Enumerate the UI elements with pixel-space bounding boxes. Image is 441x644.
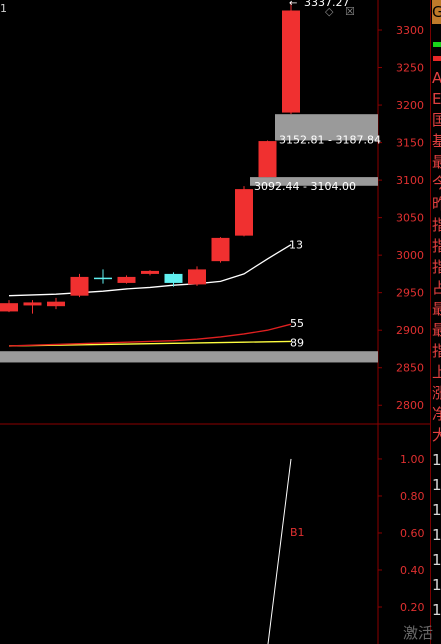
indicator-tick-label: 0.60 [400, 527, 425, 540]
side-panel-text: 国 [432, 112, 441, 129]
price-tick-label: 3100 [396, 174, 424, 187]
price-tick-label: 2900 [396, 324, 424, 337]
side-badge: G [432, 0, 441, 24]
watermark: 激活 [403, 624, 434, 642]
candle-body [0, 303, 18, 312]
side-panel-number: 1 [432, 552, 441, 569]
gap-zone [250, 177, 378, 186]
close-icon[interactable]: ☒ [345, 5, 355, 18]
candle-body [164, 273, 183, 283]
price-tick-label: 2950 [396, 287, 424, 300]
side-panel-number: 1 [432, 477, 441, 494]
ma55-label: 55 [290, 317, 304, 330]
candle-body [235, 189, 253, 236]
candle-body [282, 10, 300, 113]
indicator-tick-label: 0.20 [400, 601, 425, 614]
side-panel-text: 指 [432, 217, 441, 234]
side-panel-text: 上 [432, 364, 441, 381]
price-tick-label: 3300 [396, 24, 424, 37]
price-tick-label: 3000 [396, 249, 424, 262]
indicator-line [267, 458, 292, 644]
high-arrow: ← [289, 0, 297, 9]
price-tick-label: 3050 [396, 212, 424, 225]
candle-body [23, 302, 42, 306]
side-panel-text: 基 [432, 133, 441, 150]
candle-body [117, 276, 136, 283]
side-panel [430, 0, 441, 644]
side-panel-text: 涨 [432, 385, 441, 402]
candle-body [211, 237, 230, 262]
side-panel-text: 指 [432, 259, 441, 276]
side-panel-number: 1 [432, 502, 441, 519]
side-green-bar [433, 42, 441, 47]
side-panel-text: 最 [432, 322, 441, 339]
ma13-label: 13 [289, 239, 303, 252]
side-panel-text: 最 [432, 154, 441, 171]
side-red-bar [433, 56, 441, 61]
zone-lower-label: 3092.44 - 3104.00 [254, 180, 356, 193]
candle-body [70, 276, 89, 296]
window-corner-label: 1 [0, 2, 7, 15]
ma89-label: 89 [290, 336, 304, 349]
side-panel-text: E [432, 91, 441, 108]
b1-label: B1 [290, 526, 305, 539]
candle-body [141, 270, 159, 274]
side-panel-number: 1 [432, 452, 441, 469]
candle-body [258, 141, 277, 178]
gap-zone [0, 351, 378, 363]
ma89-line [8, 340, 292, 347]
gap-zone [275, 114, 378, 141]
side-panel-number: 1 [432, 577, 441, 594]
ma13-line [8, 244, 292, 297]
candle-body [47, 301, 65, 307]
side-panel-number: 1 [432, 602, 441, 619]
indicator-tick-label: 0.80 [400, 490, 425, 503]
side-panel-text: 指 [432, 343, 441, 360]
minimize-icon[interactable]: ◇ [325, 5, 334, 18]
price-tick-label: 2850 [396, 362, 424, 375]
side-panel-text: A [432, 70, 441, 87]
zone-upper-label: 3152.81 - 3187.84 [279, 133, 381, 146]
side-panel-text: 大 [432, 427, 441, 444]
side-panel-text: 净 [432, 406, 441, 423]
ma55-line [8, 323, 292, 347]
candle-body [94, 277, 112, 280]
side-panel-text: 指 [432, 238, 441, 255]
price-tick-label: 3250 [396, 62, 424, 75]
candle-body [188, 269, 206, 285]
high-price-label: 3337.27 [304, 0, 350, 9]
side-panel-text: 今 [432, 175, 441, 192]
side-panel-text: 昨 [432, 196, 441, 213]
price-tick-label: 3150 [396, 137, 424, 150]
side-panel-text: 最 [432, 301, 441, 318]
side-panel-number: 1 [432, 527, 441, 544]
price-tick-label: 2800 [396, 399, 424, 412]
indicator-tick-label: 1.00 [400, 453, 425, 466]
side-panel-text: 占 [432, 280, 441, 297]
indicator-tick-label: 0.40 [400, 564, 425, 577]
price-tick-label: 3200 [396, 99, 424, 112]
